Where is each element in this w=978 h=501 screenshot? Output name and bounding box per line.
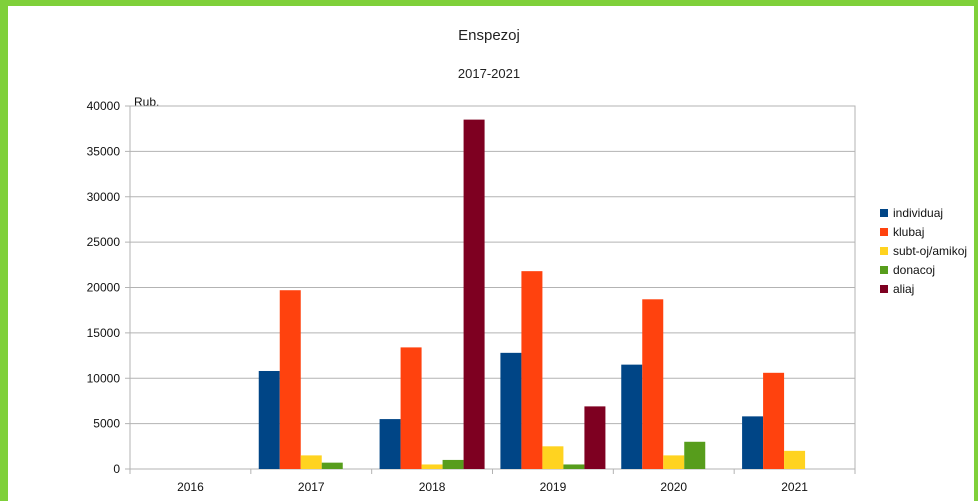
- y-tick-label: 35000: [87, 144, 121, 158]
- legend-swatch: [880, 266, 888, 274]
- legend-swatch: [880, 247, 888, 255]
- legend-swatch: [880, 209, 888, 217]
- bar-klubaj-2018: [400, 347, 422, 469]
- legend-label: subt-oj/amikoj: [893, 244, 967, 258]
- bar-klubaj-2019: [521, 271, 543, 469]
- y-tick-label: 30000: [87, 190, 121, 204]
- y-tick-label: 20000: [87, 281, 121, 295]
- x-tick-label: 2021: [781, 480, 808, 494]
- legend-swatch: [880, 228, 888, 236]
- x-tick-label: 2019: [540, 480, 567, 494]
- y-tick-label: 0: [113, 462, 120, 476]
- bar-individuaj-2019: [500, 352, 522, 469]
- bar-subt-oj-amikoj-2019: [542, 446, 564, 469]
- bar-donacoj-2018: [442, 459, 464, 469]
- bar-subt-oj-amikoj-2018: [421, 464, 443, 469]
- legend-label: donacoj: [893, 263, 935, 277]
- bar-klubaj-2020: [642, 299, 664, 469]
- legend-label: klubaj: [893, 225, 924, 239]
- legend-swatch: [880, 285, 888, 293]
- y-tick-label: 10000: [87, 371, 121, 385]
- y-tick-label: 25000: [87, 235, 121, 249]
- y-tick-label: 40000: [87, 99, 121, 113]
- bar-donacoj-2017: [321, 462, 343, 469]
- bar-klubaj-2021: [763, 372, 785, 469]
- bars: [258, 119, 806, 470]
- bar-donacoj-2020: [684, 441, 706, 469]
- y-tick-label: 15000: [87, 326, 121, 340]
- bar-individuaj-2020: [621, 364, 643, 469]
- bar-subt-oj-amikoj-2021: [784, 450, 806, 469]
- legend: individuaj klubaj subt-oj/amikoj donacoj ali…: [880, 206, 967, 296]
- bar-aliaj-2018: [463, 119, 485, 470]
- chart-title: Enspezoj: [458, 27, 520, 44]
- bar-klubaj-2017: [279, 290, 301, 469]
- bar-subt-oj-amikoj-2020: [663, 455, 685, 469]
- chart-subtitle: 2017-2021: [458, 66, 520, 81]
- bar-donacoj-2019: [563, 464, 585, 469]
- bar-aliaj-2019: [584, 406, 606, 469]
- x-tick-label: 2016: [177, 480, 204, 494]
- x-tick-label: 2017: [298, 480, 325, 494]
- bar-individuaj-2017: [258, 370, 280, 469]
- x-tick-label: 2020: [660, 480, 687, 494]
- x-tick-label: 2018: [419, 480, 446, 494]
- gridlines: [129, 105, 856, 470]
- legend-label: individuaj: [893, 206, 943, 220]
- y-tick-label: 5000: [93, 417, 120, 431]
- bar-subt-oj-amikoj-2017: [300, 455, 322, 469]
- bar-individuaj-2021: [742, 416, 764, 469]
- y-axis-label: Rub.: [134, 95, 159, 109]
- legend-label: aliaj: [893, 282, 914, 296]
- bar-individuaj-2018: [379, 419, 401, 469]
- axes: 0 5000 10000 15000 20000 25000 30000 35000 40000…: [87, 99, 856, 494]
